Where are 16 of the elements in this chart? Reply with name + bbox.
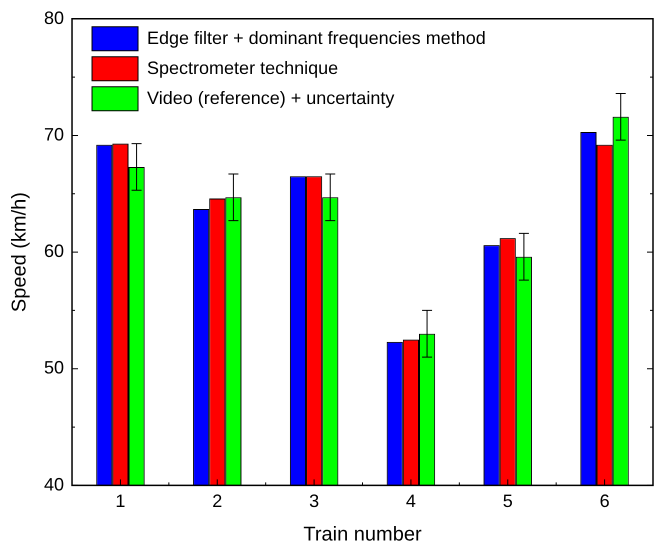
x-tick-label: 4: [406, 491, 416, 512]
x-tick-label: 2: [212, 491, 222, 512]
x-axis-title: Train number: [303, 524, 422, 546]
x-tick-label: 3: [309, 491, 320, 512]
x-tick-label: 6: [600, 491, 610, 512]
legend-label: Edge filter + dominant frequencies method: [147, 28, 486, 48]
x-tick-label: 5: [502, 491, 513, 512]
legend-label: Video (reference) + uncertainty: [147, 88, 394, 108]
y-tick-label: 60: [44, 241, 64, 262]
x-tick-label: 1: [115, 491, 126, 512]
y-tick-label: 80: [44, 8, 64, 28]
y-tick-label: 40: [44, 474, 64, 494]
legend-label: Spectrometer technique: [147, 58, 338, 78]
y-tick-label: 50: [44, 358, 64, 378]
y-tick-label: 70: [44, 124, 64, 144]
y-axis-title: Speed (km/h): [8, 192, 31, 312]
